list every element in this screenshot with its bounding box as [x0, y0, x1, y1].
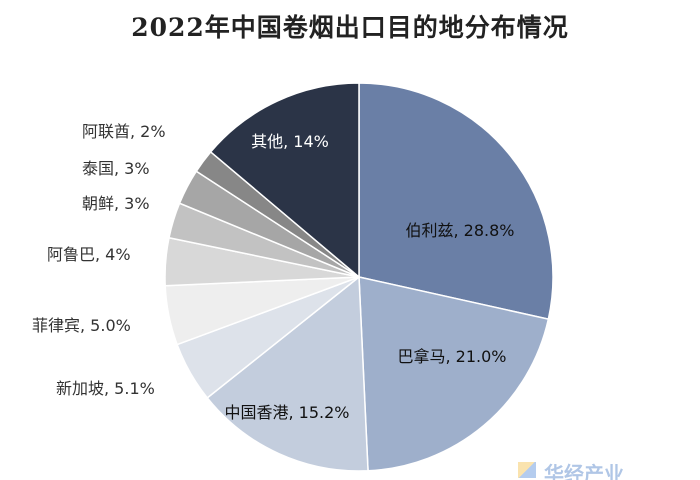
- slice-label-thailand: 泰国, 3%: [82, 159, 150, 178]
- pie-slice-hongkong: [206, 275, 369, 472]
- slice-label-singapore: 新加坡, 5.1%: [56, 379, 155, 398]
- slice-label-canada: 巴拿马, 21.0%: [397, 347, 506, 366]
- chart-title: 2022年中国卷烟出口目的地分布情况: [131, 13, 569, 42]
- slice-label-nkorea: 朝鲜, 3%: [82, 194, 150, 213]
- pie-slice-canada: [358, 276, 550, 472]
- slice-label-philippines: 菲律宾, 5.0%: [32, 316, 131, 335]
- slice-label-others: 其他, 14%: [251, 132, 329, 151]
- pie-slice-others: [209, 82, 360, 279]
- slice-label-belize: 伯利兹, 28.8%: [405, 221, 514, 240]
- slice-label-aruba: 阿鲁巴, 4%: [47, 245, 131, 264]
- pie-slice-belize: [358, 82, 554, 321]
- watermark-logo-icon: [518, 462, 536, 478]
- slice-label-uae: 阿联酋, 2%: [82, 122, 166, 141]
- slice-label-hongkong: 中国香港, 15.2%: [224, 403, 349, 422]
- watermark: 华经产业: [512, 458, 700, 480]
- watermark-text: 华经产业: [544, 462, 624, 480]
